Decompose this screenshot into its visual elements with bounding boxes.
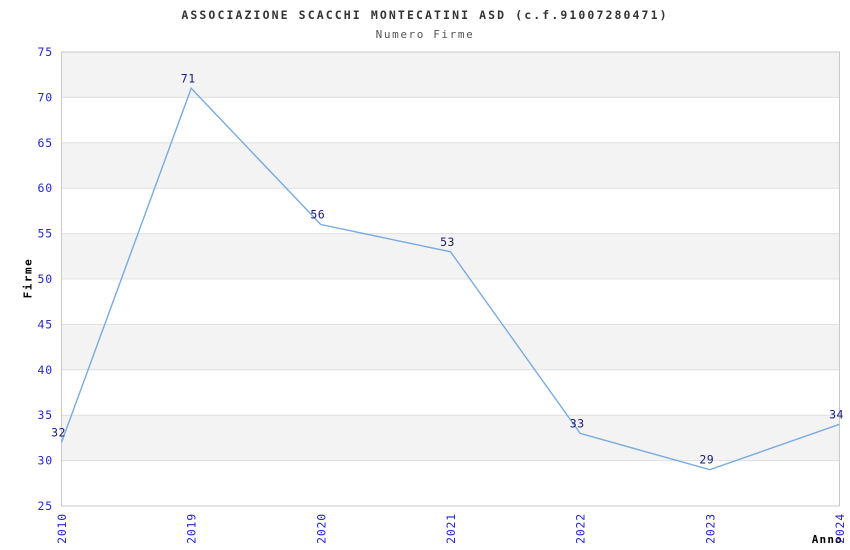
x-tick-label: 2021 bbox=[444, 513, 458, 544]
y-tick-label: 25 bbox=[38, 499, 53, 513]
chart-title: ASSOCIAZIONE SCACCHI MONTECATINI ASD (c.… bbox=[181, 8, 669, 22]
data-label: 32 bbox=[51, 425, 66, 439]
y-tick-label: 70 bbox=[38, 90, 53, 104]
data-label: 53 bbox=[440, 235, 455, 249]
y-tick-label: 45 bbox=[38, 317, 53, 331]
x-tick-label: 2023 bbox=[703, 513, 717, 544]
data-label: 29 bbox=[699, 453, 714, 467]
y-tick-label: 30 bbox=[38, 454, 53, 468]
plot-border bbox=[61, 51, 840, 507]
x-axis-label: Anno bbox=[811, 533, 843, 546]
y-tick-label: 75 bbox=[38, 45, 53, 59]
chart-subtitle: Numero Firme bbox=[375, 28, 475, 41]
plot-band bbox=[61, 415, 840, 461]
series-line bbox=[60, 87, 840, 471]
data-label: 56 bbox=[310, 208, 325, 222]
y-tick-label: 60 bbox=[38, 181, 53, 195]
data-label: 34 bbox=[829, 407, 844, 421]
x-tick-label: 2010 bbox=[55, 513, 69, 544]
data-label: 33 bbox=[570, 416, 585, 430]
plot-band bbox=[61, 324, 840, 370]
y-tick-label: 55 bbox=[38, 227, 53, 241]
y-tick-label: 65 bbox=[38, 136, 53, 150]
data-label: 71 bbox=[181, 71, 196, 85]
plot-band bbox=[61, 233, 840, 279]
x-tick-label: 2022 bbox=[574, 513, 588, 544]
y-tick-label: 35 bbox=[38, 408, 53, 422]
y-tick-label: 50 bbox=[38, 272, 53, 286]
x-tick-label: 2020 bbox=[314, 513, 328, 544]
y-tick-label: 40 bbox=[38, 363, 53, 377]
plot-band bbox=[61, 142, 840, 189]
x-tick-label: 2024 bbox=[833, 513, 847, 544]
x-tick-label: 2019 bbox=[185, 513, 199, 544]
plot-band bbox=[61, 52, 840, 98]
